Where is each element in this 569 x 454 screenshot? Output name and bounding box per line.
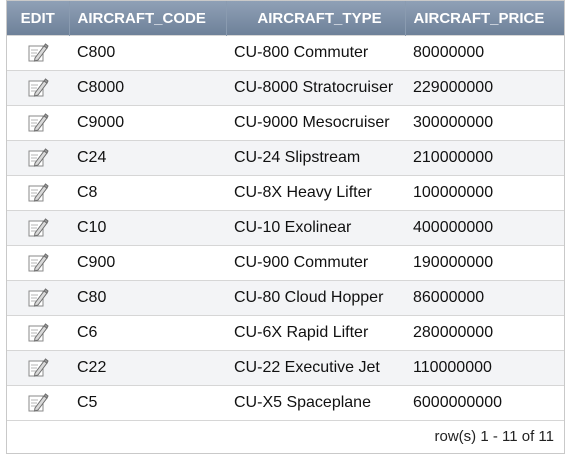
- edit-row-button[interactable]: [27, 287, 49, 309]
- cell-aircraft-code: C8000: [69, 70, 226, 106]
- edit-cell: [7, 105, 69, 141]
- edit-cell: [7, 140, 69, 176]
- cell-aircraft-code: C8: [69, 175, 226, 211]
- pagination-label: row(s) 1 - 11 of 11: [434, 428, 555, 445]
- cell-aircraft-type: CU-22 Executive Jet: [226, 350, 405, 386]
- cell-aircraft-price: 100000000: [405, 175, 564, 211]
- pencil-edit-icon: [27, 253, 49, 278]
- cell-aircraft-code: C800: [69, 35, 226, 71]
- edit-row-button[interactable]: [27, 112, 49, 134]
- cell-aircraft-price: 110000000: [405, 350, 564, 386]
- column-header-aircraft-code[interactable]: AIRCRAFT_CODE: [68, 1, 226, 36]
- pencil-edit-icon: [27, 288, 49, 313]
- edit-row-button[interactable]: [27, 392, 49, 414]
- cell-aircraft-price: 280000000: [405, 315, 564, 351]
- table-row: C8000 CU-8000 Stratocruiser 229000000: [7, 70, 564, 106]
- edit-row-button[interactable]: [27, 147, 49, 169]
- edit-cell: [7, 35, 69, 71]
- table-row: C9000 CU-9000 Mesocruiser 300000000: [7, 105, 564, 141]
- cell-aircraft-code: C5: [69, 385, 226, 420]
- table-row: C5 CU-X5 Spaceplane 6000000000: [7, 385, 564, 420]
- pencil-edit-icon: [27, 113, 49, 138]
- pencil-edit-icon: [27, 183, 49, 208]
- cell-aircraft-type: CU-9000 Mesocruiser: [226, 105, 405, 141]
- table-row: C80 CU-80 Cloud Hopper 86000000: [7, 280, 564, 316]
- cell-aircraft-price: 86000000: [405, 280, 564, 316]
- pencil-edit-icon: [27, 78, 49, 103]
- edit-row-button[interactable]: [27, 77, 49, 99]
- column-header-edit: EDIT: [7, 1, 69, 36]
- cell-aircraft-price: 190000000: [405, 245, 564, 281]
- table-row: C22 CU-22 Executive Jet 110000000: [7, 350, 564, 386]
- cell-aircraft-type: CU-X5 Spaceplane: [226, 385, 405, 420]
- aircraft-table: EDIT AIRCRAFT_CODE AIRCRAFT_TYPE AIRCRAF…: [7, 1, 564, 420]
- cell-aircraft-type: CU-10 Exolinear: [226, 210, 405, 246]
- cell-aircraft-code: C10: [69, 210, 226, 246]
- cell-aircraft-code: C24: [69, 140, 226, 176]
- edit-cell: [7, 70, 69, 106]
- table-row: C800 CU-800 Commuter 80000000: [7, 35, 564, 71]
- cell-aircraft-price: 400000000: [405, 210, 564, 246]
- edit-row-button[interactable]: [27, 322, 49, 344]
- pencil-edit-icon: [27, 358, 49, 383]
- edit-cell: [7, 385, 69, 420]
- cell-aircraft-type: CU-8X Heavy Lifter: [226, 175, 405, 211]
- pencil-edit-icon: [27, 323, 49, 348]
- edit-cell: [7, 280, 69, 316]
- edit-cell: [7, 210, 69, 246]
- edit-row-button[interactable]: [27, 42, 49, 64]
- cell-aircraft-type: CU-6X Rapid Lifter: [226, 315, 405, 351]
- cell-aircraft-type: CU-800 Commuter: [226, 35, 405, 71]
- table-row: C10 CU-10 Exolinear 400000000: [7, 210, 564, 246]
- cell-aircraft-code: C9000: [69, 105, 226, 141]
- table-header-row: EDIT AIRCRAFT_CODE AIRCRAFT_TYPE AIRCRAF…: [7, 1, 564, 36]
- edit-cell: [7, 245, 69, 281]
- aircraft-report: EDIT AIRCRAFT_CODE AIRCRAFT_TYPE AIRCRAF…: [6, 0, 565, 454]
- pagination-footer: row(s) 1 - 11 of 11: [7, 420, 564, 453]
- edit-cell: [7, 350, 69, 386]
- edit-cell: [7, 315, 69, 351]
- column-header-aircraft-price[interactable]: AIRCRAFT_PRICE: [404, 1, 564, 36]
- cell-aircraft-code: C80: [69, 280, 226, 316]
- table-row: C6 CU-6X Rapid Lifter 280000000: [7, 315, 564, 351]
- cell-aircraft-price: 6000000000: [405, 385, 564, 420]
- table-body: C800 CU-800 Commuter 80000000 C8000 CU-8000 …: [7, 35, 564, 420]
- pencil-edit-icon: [27, 43, 49, 68]
- cell-aircraft-type: CU-900 Commuter: [226, 245, 405, 281]
- edit-row-button[interactable]: [27, 357, 49, 379]
- edit-row-button[interactable]: [27, 217, 49, 239]
- cell-aircraft-price: 80000000: [405, 35, 564, 71]
- edit-cell: [7, 175, 69, 211]
- edit-row-button[interactable]: [27, 182, 49, 204]
- cell-aircraft-type: CU-80 Cloud Hopper: [226, 280, 405, 316]
- edit-row-button[interactable]: [27, 252, 49, 274]
- table-row: C24 CU-24 Slipstream 210000000: [7, 140, 564, 176]
- cell-aircraft-code: C900: [69, 245, 226, 281]
- cell-aircraft-code: C22: [69, 350, 226, 386]
- table-row: C8 CU-8X Heavy Lifter 100000000: [7, 175, 564, 211]
- column-header-aircraft-type[interactable]: AIRCRAFT_TYPE: [225, 1, 405, 36]
- pencil-edit-icon: [27, 218, 49, 243]
- table-row: C900 CU-900 Commuter 190000000: [7, 245, 564, 281]
- pencil-edit-icon: [27, 393, 49, 418]
- cell-aircraft-type: CU-8000 Stratocruiser: [226, 70, 405, 106]
- cell-aircraft-price: 210000000: [405, 140, 564, 176]
- cell-aircraft-type: CU-24 Slipstream: [226, 140, 405, 176]
- cell-aircraft-code: C6: [69, 315, 226, 351]
- pencil-edit-icon: [27, 148, 49, 173]
- cell-aircraft-price: 229000000: [405, 70, 564, 106]
- cell-aircraft-price: 300000000: [405, 105, 564, 141]
